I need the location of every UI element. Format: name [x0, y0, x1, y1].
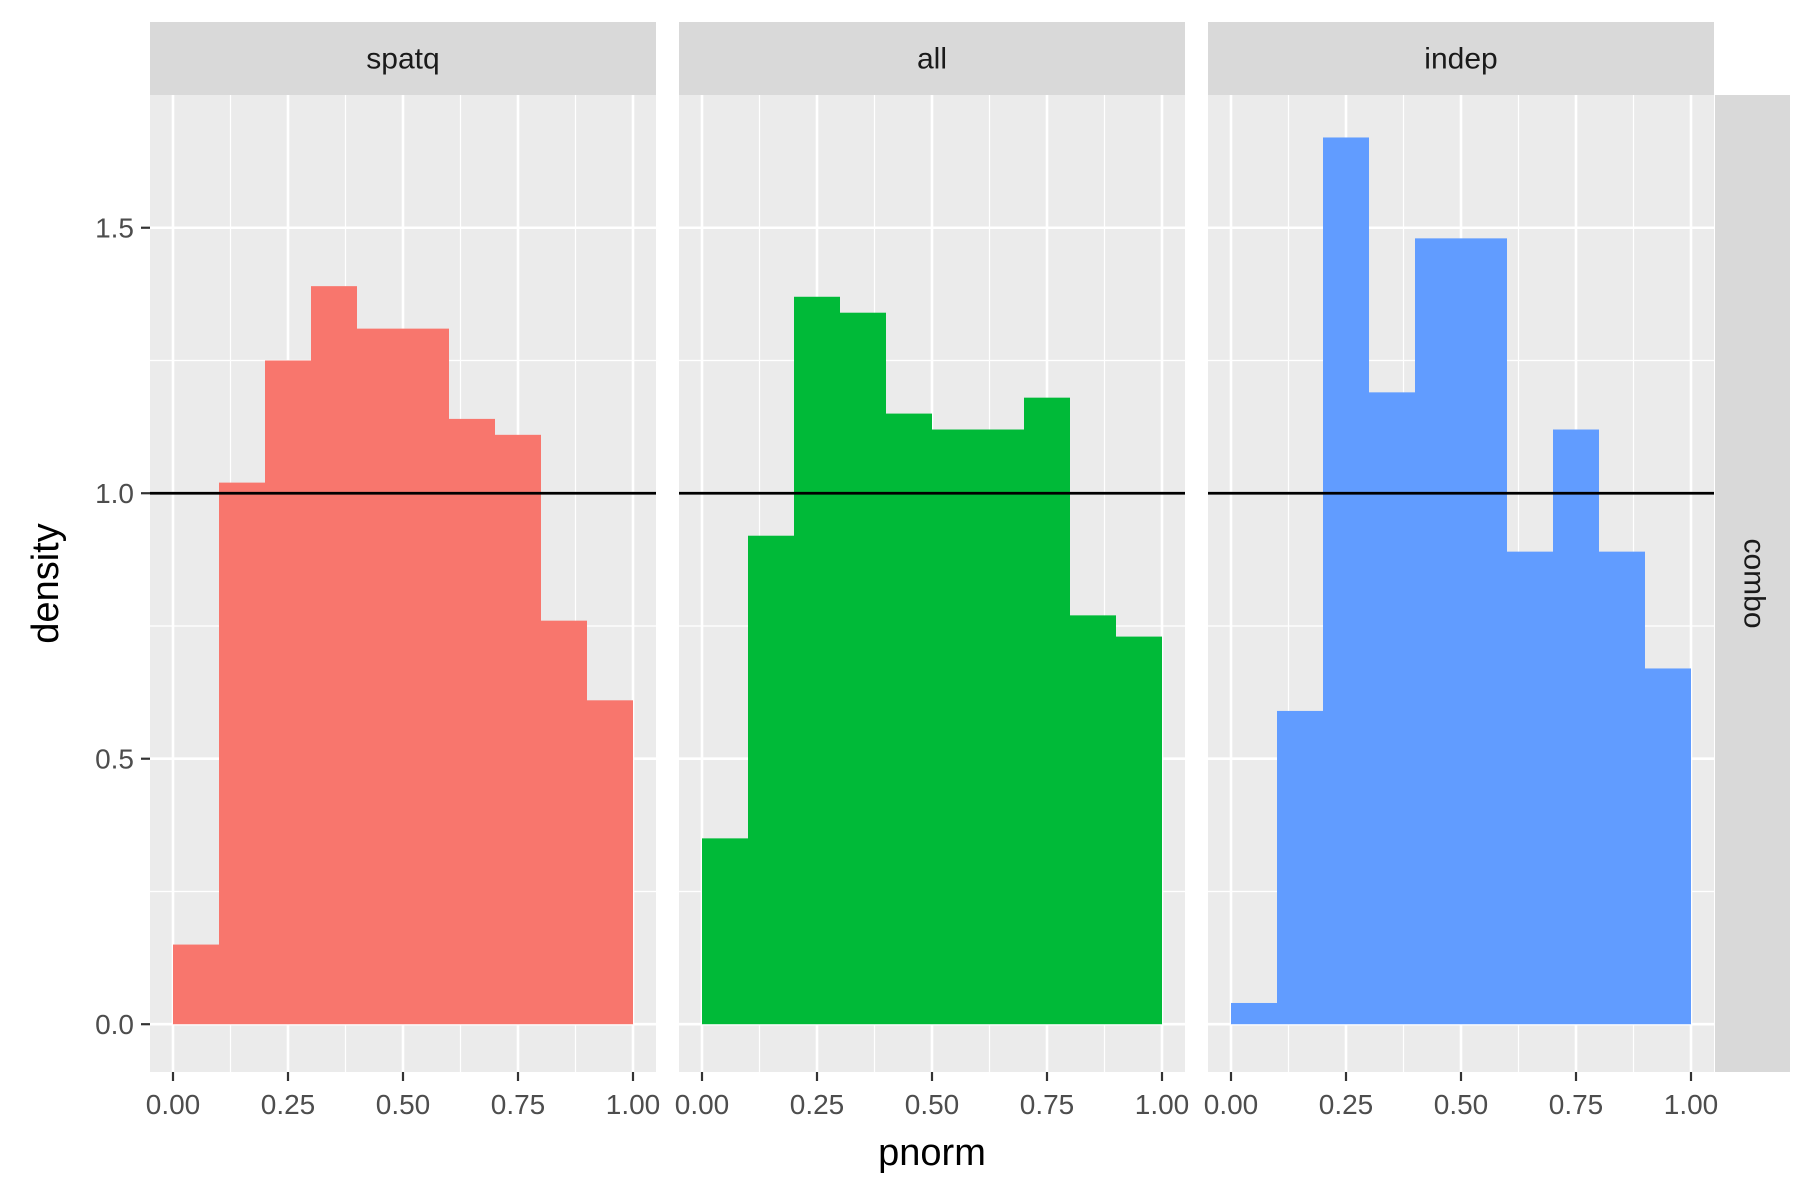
x-tick-label: 0.25: [1319, 1089, 1374, 1120]
row-strip: combo: [1715, 95, 1790, 1072]
histogram-bar: [403, 328, 449, 1025]
y-tick-label: 0.5: [95, 744, 134, 775]
histogram-bar: [1645, 668, 1691, 1025]
histogram-bar: [219, 482, 265, 1025]
histogram-bar: [1116, 636, 1162, 1025]
y-axis-title: density: [25, 523, 67, 643]
histogram-bar: [357, 328, 403, 1025]
histogram-bar: [1323, 137, 1369, 1025]
histogram-bar: [1507, 551, 1553, 1025]
x-tick-label: 1.00: [1664, 1089, 1719, 1120]
panels-layer: spatq all indep: [150, 22, 1714, 1072]
histogram-bar: [1024, 397, 1070, 1025]
x-axes: 0.00 0.25 0.50 0.75 1.00 0.00 0.25 0.50 0.75 1.00…: [146, 1072, 1719, 1120]
x-tick-label: 0.25: [261, 1089, 316, 1120]
histogram-bar: [1231, 1002, 1277, 1025]
y-tick-label: 1.0: [95, 478, 134, 509]
x-tick-label: 1.00: [606, 1089, 661, 1120]
panel-spatq: spatq: [150, 22, 656, 1072]
histogram-bar: [932, 429, 978, 1025]
histogram-bar: [449, 418, 495, 1025]
histogram-bar: [541, 620, 587, 1025]
strip-label: spatq: [366, 43, 439, 76]
histogram-bar: [748, 535, 794, 1025]
x-tick-label: 0.00: [146, 1089, 201, 1120]
x-tick-label: 0.75: [491, 1089, 546, 1120]
strip-background: [1208, 22, 1714, 95]
x-tick-label: 0.50: [905, 1089, 960, 1120]
histogram-bar: [1277, 710, 1323, 1025]
panel-indep: indep: [1208, 22, 1714, 1072]
histogram-bar: [265, 360, 311, 1025]
panel-all: all: [679, 22, 1185, 1072]
x-axis-title: pnorm: [878, 1132, 986, 1174]
histogram-bar: [495, 434, 541, 1025]
y-tick-label: 0.0: [95, 1009, 134, 1040]
histogram-bar: [794, 296, 840, 1025]
histogram-bar: [886, 413, 932, 1025]
x-tick-label: 0.00: [1204, 1089, 1259, 1120]
x-tick-label: 0.50: [376, 1089, 431, 1120]
strip-background: [150, 22, 656, 95]
histogram-bar: [173, 944, 219, 1025]
strip-label: all: [917, 43, 947, 76]
histogram-bar: [702, 838, 748, 1025]
row-strip-background: [1715, 95, 1790, 1072]
histogram-bar: [978, 429, 1024, 1025]
strip-background: [679, 22, 1185, 95]
histogram-bar: [1553, 429, 1599, 1025]
histogram-bar: [840, 312, 886, 1025]
histogram-bar: [1599, 551, 1645, 1025]
y-tick-label: 1.5: [95, 213, 134, 244]
x-tick-label: 0.50: [1434, 1089, 1489, 1120]
histogram-bar: [311, 286, 357, 1025]
x-tick-label: 1.00: [1135, 1089, 1190, 1120]
histogram-bar: [1369, 392, 1415, 1025]
strip-label: indep: [1424, 43, 1497, 76]
histogram-bar: [1070, 615, 1116, 1025]
x-tick-label: 0.00: [675, 1089, 730, 1120]
x-tick-label: 0.25: [790, 1089, 845, 1120]
x-tick-label: 0.75: [1020, 1089, 1075, 1120]
row-strip-label: combo: [1738, 538, 1771, 628]
histogram-bar: [1461, 238, 1507, 1025]
histogram-bar: [1415, 238, 1461, 1025]
x-tick-label: 0.75: [1549, 1089, 1604, 1120]
y-axis: 0.0 0.5 1.0 1.5: [95, 213, 150, 1040]
histogram-bar: [587, 700, 633, 1025]
